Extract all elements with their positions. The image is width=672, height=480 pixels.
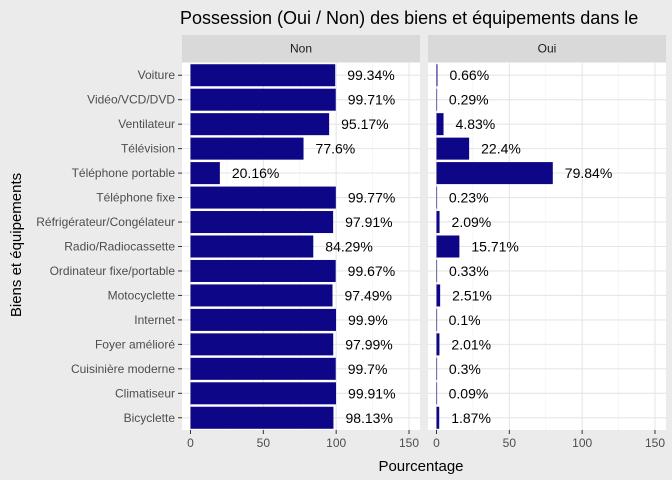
data-label-non-telephone-fixe: 99.77% (348, 190, 395, 206)
y-tick-label-voiture: Voiture (138, 68, 176, 82)
y-tick-label-ventilateur: Ventilateur (118, 117, 175, 131)
strip-label-oui: Oui (538, 42, 557, 56)
bar-oui-video-vcd-dvd (436, 88, 438, 111)
x-tick-label: 150 (645, 436, 665, 450)
data-label-oui-telephone-fixe: 0.23% (449, 190, 489, 206)
y-tick-label-internet: Internet (134, 313, 175, 327)
bar-oui-radio-radiocassette (436, 235, 460, 258)
data-label-oui-foyer-ameliore: 2.01% (451, 336, 491, 352)
strip-oui (428, 35, 666, 62)
bar-non-telephone-portable (190, 162, 220, 185)
data-label-non-bicyclette: 98.13% (345, 410, 392, 426)
data-label-non-motocyclette: 97.49% (345, 287, 392, 303)
y-tick-label-television: Télévision (121, 142, 175, 156)
bar-non-motocyclette (190, 284, 333, 307)
data-label-oui-voiture: 0.66% (449, 67, 489, 83)
data-label-non-radio-radiocassette: 84.29% (325, 239, 372, 255)
bar-non-video-vcd-dvd (190, 88, 336, 111)
x-tick-label: 0 (433, 436, 440, 450)
y-tick-label-telephone-portable: Téléphone portable (72, 166, 176, 180)
bar-non-television (190, 137, 304, 160)
data-label-oui-ordinateur-fixe-portable: 0.33% (449, 263, 489, 279)
y-tick-label-video-vcd-dvd: Vidéo/VCD/DVD (87, 93, 175, 107)
data-label-non-internet: 99.9% (348, 312, 388, 328)
y-tick-label-telephone-fixe: Téléphone fixe (96, 191, 175, 205)
bar-oui-refrigerateur-congelateur (436, 211, 440, 234)
y-axis-title: Biens et équipements (8, 173, 25, 317)
data-label-oui-radio-radiocassette: 15.71% (471, 239, 518, 255)
y-tick-labels: Voiture Vidéo/VCD/DVD Ventilateur Télévisio… (36, 68, 182, 425)
bar-non-ventilateur (190, 113, 330, 136)
bar-oui-television (436, 137, 470, 160)
data-label-non-cuisiniere-moderne: 99.7% (348, 361, 388, 377)
data-label-oui-bicyclette: 1.87% (451, 410, 491, 426)
bar-oui-climatiseur (436, 382, 438, 405)
bar-non-radio-radiocassette (190, 235, 314, 258)
y-tick-label-foyer-ameliore: Foyer amélioré (95, 337, 175, 351)
bar-non-voiture (190, 64, 336, 87)
bar-oui-telephone-fixe (436, 186, 438, 209)
y-tick-label-motocyclette: Motocyclette (108, 288, 176, 302)
bar-non-bicyclette (190, 406, 334, 429)
bar-non-cuisiniere-moderne (190, 357, 336, 380)
x-tick-label: 150 (399, 436, 419, 450)
x-tick-label: 50 (503, 436, 517, 450)
facet-panels: Non 0 50 100 150 99.34% 99.71% 95.17% 77.6% 20.16… (182, 35, 666, 450)
y-tick-label-climatiseur: Climatiseur (115, 386, 175, 400)
data-label-non-climatiseur: 99.91% (348, 385, 395, 401)
y-tick-label-refrigerateur-congelateur: Réfrigérateur/Congélateur (36, 215, 175, 229)
data-label-oui-cuisiniere-moderne: 0.3% (449, 361, 481, 377)
bar-oui-cuisiniere-moderne (436, 357, 438, 380)
data-label-oui-ventilateur: 4.83% (456, 116, 496, 132)
bar-oui-ordinateur-fixe-portable (436, 259, 438, 282)
y-tick-label-cuisiniere-moderne: Cuisinière moderne (71, 362, 175, 376)
data-label-non-video-vcd-dvd: 99.71% (348, 92, 395, 108)
bar-oui-internet (436, 308, 438, 331)
bar-non-foyer-ameliore (190, 333, 334, 356)
facet-non: Non 0 50 100 150 99.34% 99.71% 95.17% 77.6% 20.16… (182, 35, 420, 450)
bar-non-refrigerateur-congelateur (190, 211, 334, 234)
data-label-non-ordinateur-fixe-portable: 99.67% (348, 263, 395, 279)
data-label-non-foyer-ameliore: 97.99% (345, 336, 392, 352)
bar-oui-motocyclette (436, 284, 441, 307)
data-label-oui-television: 22.4% (481, 141, 521, 157)
strip-label-non: Non (290, 42, 312, 56)
data-label-non-telephone-portable: 20.16% (232, 165, 279, 181)
bar-oui-voiture (436, 64, 438, 87)
strip-non (182, 35, 420, 62)
data-label-oui-telephone-portable: 79.84% (565, 165, 612, 181)
data-label-oui-video-vcd-dvd: 0.29% (449, 92, 489, 108)
data-label-oui-refrigerateur-congelateur: 2.09% (452, 214, 492, 230)
chart-title: Possession (Oui / Non) des biens et équi… (180, 8, 638, 28)
x-tick-label: 0 (187, 436, 194, 450)
facet-oui: Oui 0 50 100 150 0.66% 0.29% 4.83% 22.4% 79.84% 0.… (428, 35, 666, 450)
bar-oui-ventilateur (436, 113, 444, 136)
bar-oui-foyer-ameliore (436, 333, 440, 356)
y-tick-label-radio-radiocassette: Radio/Radiocassette (64, 240, 175, 254)
x-tick-label: 100 (326, 436, 346, 450)
bar-oui-bicyclette (436, 406, 440, 429)
bar-non-internet (190, 308, 337, 331)
x-axis-title: Pourcentage (378, 458, 463, 475)
y-tick-label-bicyclette: Bicyclette (124, 411, 176, 425)
data-label-oui-climatiseur: 0.09% (449, 385, 489, 401)
data-label-non-voiture: 99.34% (347, 67, 394, 83)
data-label-non-television: 77.6% (316, 141, 356, 157)
bar-non-telephone-fixe (190, 186, 336, 209)
y-tick-label-ordinateur-fixe-portable: Ordinateur fixe/portable (50, 264, 176, 278)
data-label-oui-internet: 0.1% (449, 312, 481, 328)
data-label-oui-motocyclette: 2.51% (452, 287, 492, 303)
bar-oui-telephone-portable (436, 162, 553, 185)
bar-non-ordinateur-fixe-portable (190, 259, 336, 282)
data-label-non-refrigerateur-congelateur: 97.91% (345, 214, 392, 230)
x-tick-label: 50 (257, 436, 271, 450)
x-tick-label: 100 (572, 436, 592, 450)
data-label-non-ventilateur: 95.17% (341, 116, 388, 132)
bar-non-climatiseur (190, 382, 337, 405)
